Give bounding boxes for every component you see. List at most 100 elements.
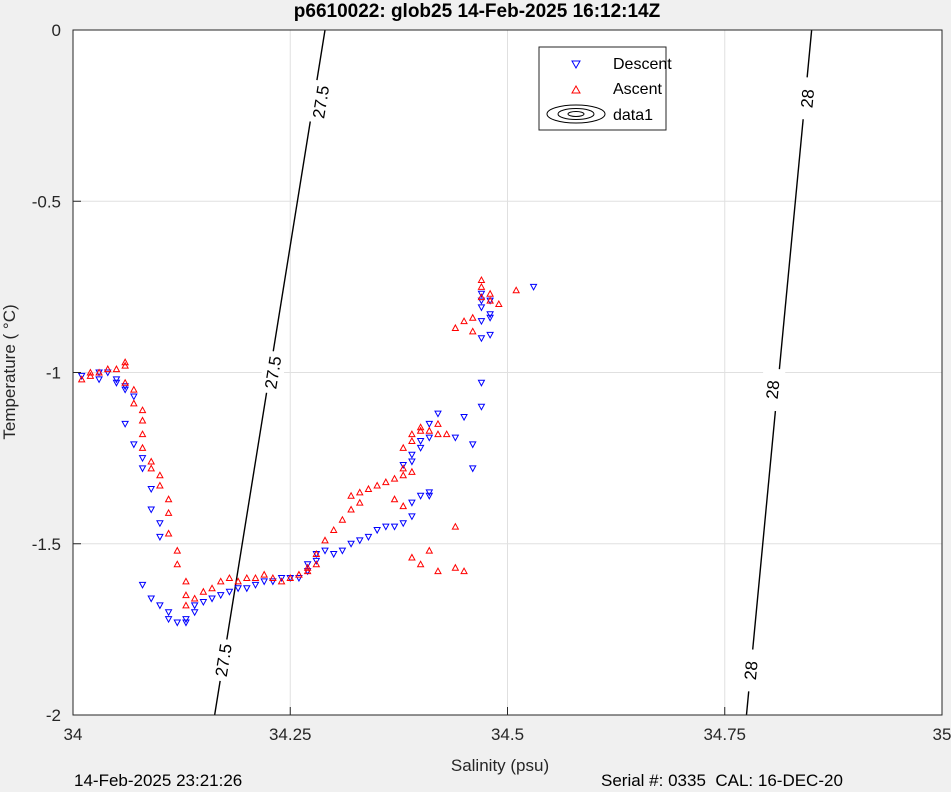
ascent-point [442, 430, 451, 438]
contour-label-bg [794, 76, 821, 121]
x-tick-label: 34.75 [703, 725, 746, 744]
contour-label: 27.5 [306, 79, 335, 125]
ascent-point [390, 495, 399, 503]
descent-point [425, 489, 434, 497]
descent-point [477, 297, 486, 305]
descent-point [156, 533, 164, 541]
descent-point [468, 465, 477, 473]
ascent-point [164, 529, 173, 537]
ascent-point [381, 478, 390, 486]
y-tick-label: 0 [52, 21, 61, 40]
descent-point [477, 379, 486, 387]
descent-point [251, 581, 260, 589]
x-tick-label: 34.5 [491, 725, 524, 744]
ascent-point [129, 399, 138, 407]
x-axis-label: Salinity (psu) [451, 756, 549, 775]
descent-point [173, 619, 182, 627]
descent-point [190, 602, 199, 610]
descent-point [329, 551, 338, 559]
ascent-point [416, 560, 425, 568]
descent-point [199, 598, 208, 607]
contour-label-bg [209, 637, 238, 683]
y-tick-label: -0.5 [32, 192, 61, 211]
descent-point [77, 372, 86, 380]
ascent-point [408, 430, 416, 438]
ascent-point [425, 546, 434, 554]
ascent-point [147, 464, 156, 472]
descent-point [182, 616, 190, 624]
ascent-point [86, 371, 95, 379]
descent-point [477, 335, 486, 343]
descent-point [416, 444, 425, 452]
descent-point [486, 314, 494, 322]
descent-point [225, 588, 234, 596]
contour-label: 28 [759, 367, 786, 412]
ascent-point [408, 436, 416, 444]
density-contours: 27.5 27.5 27.5 28 28 28 [209, 29, 821, 716]
ascent-point [486, 296, 494, 304]
ascent-point [312, 549, 321, 558]
descent-point [129, 393, 138, 401]
ascent-point [460, 567, 468, 575]
y-tick-label: -1 [46, 364, 61, 383]
descent-point [269, 578, 277, 586]
descent-point [129, 441, 138, 449]
legend-descent-label: Descent [613, 56, 672, 73]
ascent-point [468, 313, 477, 321]
ascent-point [269, 573, 277, 581]
ascent-point [434, 567, 442, 575]
ascent-point [121, 378, 129, 386]
ascent-point [399, 502, 408, 510]
descent-point [347, 540, 355, 548]
legend-contour-icon [546, 104, 606, 124]
descent-point [242, 585, 251, 593]
ascent-point [434, 430, 442, 438]
ascent-point [408, 467, 416, 475]
y-axis-label: Temperature ( °C) [0, 304, 19, 439]
descent-point [138, 455, 147, 463]
descent-point [321, 547, 329, 555]
ascent-point [199, 587, 208, 595]
ascent-point [216, 577, 225, 585]
descent-point [468, 441, 477, 449]
ascent-point [173, 560, 182, 568]
descent-point [425, 492, 434, 500]
descent-point [138, 465, 147, 473]
descent-point [208, 595, 216, 603]
x-tick-label: 34.25 [269, 725, 312, 744]
ascent-point [295, 570, 303, 578]
descent-point [164, 609, 173, 617]
ascent-point [303, 567, 312, 575]
descent-point [103, 369, 112, 377]
descent-point [399, 520, 408, 528]
x-tick-label: 34 [64, 725, 83, 744]
ascent-point [86, 368, 95, 376]
descent-point [121, 386, 129, 394]
legend-descent-marker [571, 60, 581, 70]
contour-label: 28 [794, 76, 821, 121]
chart-title: p6610022: glob25 14-Feb-2025 16:12:14Z [294, 1, 661, 22]
descent-point [425, 434, 434, 442]
ascent-point [260, 570, 269, 578]
ascent-point [460, 317, 468, 325]
descent-point [355, 537, 364, 545]
descent-point [486, 311, 494, 319]
descent-point [156, 602, 164, 610]
descent-point [147, 485, 156, 493]
contour-label: 28 [737, 648, 764, 693]
ascent-point [399, 464, 408, 472]
ascent-point [129, 385, 138, 393]
descent-point [477, 304, 486, 312]
descent-point [234, 585, 242, 593]
descent-point [364, 533, 373, 541]
ascent-point [156, 471, 164, 479]
ascent-point [138, 416, 147, 424]
ascent-point [355, 488, 364, 496]
descent-point [147, 595, 156, 603]
descent-point [399, 461, 408, 470]
legend-contour-label: data1 [613, 107, 653, 124]
y-tick-label: -1.5 [32, 535, 61, 554]
contour-label: 27.5 [209, 637, 238, 683]
contour-label-text: 28 [797, 88, 818, 109]
